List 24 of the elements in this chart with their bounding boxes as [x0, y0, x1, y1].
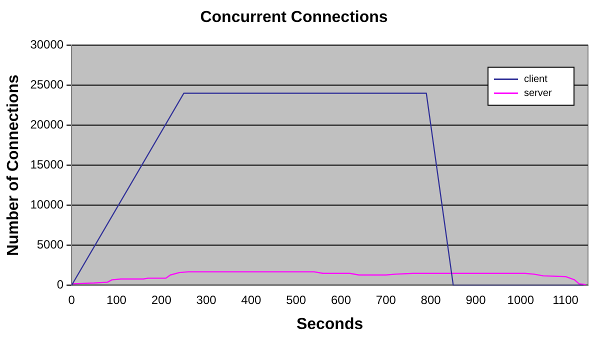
legend-label: server — [524, 88, 552, 99]
y-tick-label: 30000 — [30, 38, 64, 52]
y-tick-label: 0 — [56, 278, 64, 292]
x-tick-label: 1000 — [507, 292, 534, 307]
x-tick-label: 0 — [68, 292, 76, 307]
x-tick-label: 700 — [376, 292, 396, 307]
x-tick-label: 400 — [241, 292, 262, 307]
x-axis-title: Seconds — [296, 316, 364, 333]
y-tick-label: 15000 — [30, 158, 64, 172]
x-tick-label: 1100 — [552, 292, 579, 307]
x-tick-label: 600 — [330, 292, 352, 307]
x-tick-label: 800 — [420, 292, 442, 307]
x-tick-label: 900 — [466, 292, 486, 307]
y-axis-title: Number of Connections — [5, 74, 22, 256]
y-tick-label: 5000 — [36, 238, 64, 252]
x-tick-label: 200 — [151, 292, 172, 307]
y-tick-label: 25000 — [30, 78, 64, 92]
chart-title: Concurrent Connections — [200, 9, 388, 26]
x-tick-label: 300 — [196, 292, 217, 307]
y-tick-label: 10000 — [30, 198, 64, 212]
legend-label: client — [524, 74, 548, 85]
y-tick-label: 20000 — [30, 118, 64, 132]
x-tick-label: 500 — [286, 292, 306, 307]
x-tick-label: 100 — [106, 292, 127, 307]
